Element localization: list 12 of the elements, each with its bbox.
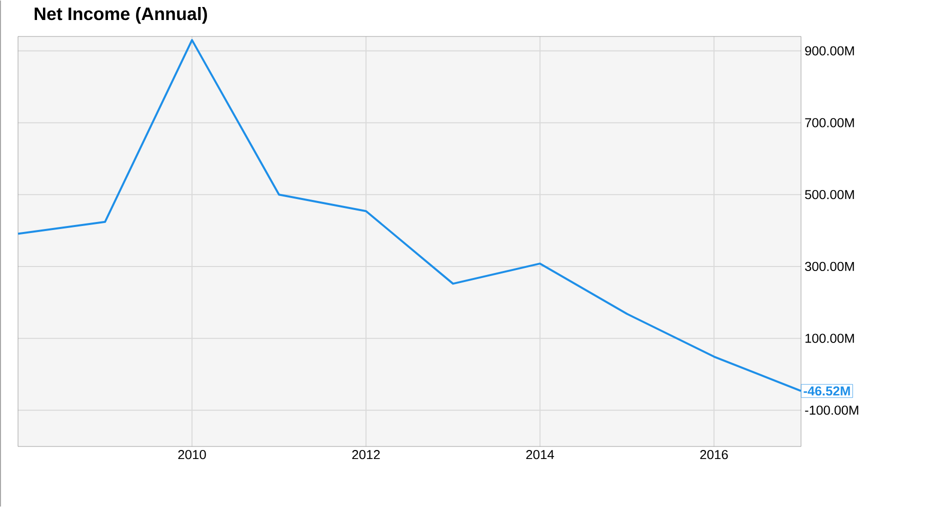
y-tick-label: 500.00M [805,190,854,200]
chart-title: Net Income (Annual) [34,7,207,24]
x-tick-label: 2012 [352,450,380,460]
y-tick-label: 900.00M [805,46,854,56]
y-tick-label: -100.00M [805,406,858,415]
y-tick-label: 100.00M [806,334,854,343]
y-tick-label: 300.00M [805,262,854,272]
x-tick-label: 2014 [526,450,554,460]
data-label: -46.52M [804,386,850,396]
x-tick-label: 2016 [700,450,728,460]
y-tick-label: 700.00M [805,118,854,128]
x-tick-label: 2010 [178,450,206,460]
